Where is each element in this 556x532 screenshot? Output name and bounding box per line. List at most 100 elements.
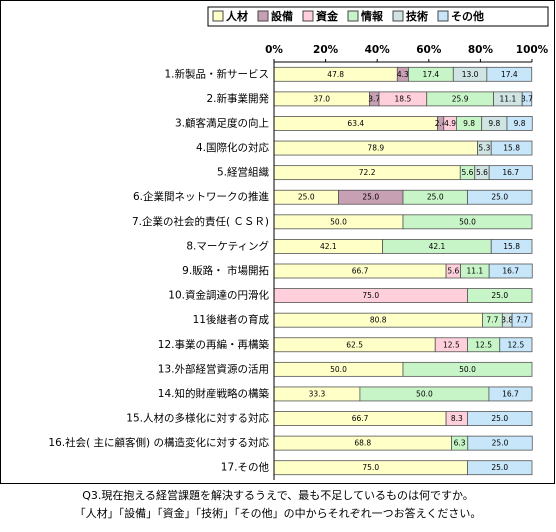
value-label: 11.1 (467, 267, 484, 276)
value-label: 5.6 (462, 168, 474, 177)
legend-swatch (392, 10, 404, 22)
bar-segment (486, 66, 533, 82)
value-label: 16.7 (502, 168, 519, 177)
legend-swatch (212, 10, 224, 22)
category-label: 11後継者の育成 (193, 313, 270, 326)
bar-segment (467, 288, 533, 303)
value-label: 50.0 (416, 389, 433, 398)
bar-segment (499, 337, 533, 353)
value-label: 12.5 (475, 340, 492, 349)
x-tick-label: 60% (416, 44, 442, 56)
value-label: 25.0 (491, 291, 508, 300)
category-label: 16.社会( 主に顧客側) の構造変化に対する対応 (48, 436, 269, 449)
value-label: 3.7 (521, 94, 533, 103)
category-label: 15.人材の多様化に対する対応 (126, 412, 269, 425)
value-label: 12.5 (508, 340, 525, 349)
value-label: 66.7 (352, 267, 369, 276)
value-label: 50.0 (330, 217, 347, 226)
value-label: 47.8 (327, 70, 344, 79)
x-tick-label: 100% (516, 44, 549, 56)
value-label: 50.0 (459, 365, 476, 374)
bar-segment (467, 411, 533, 426)
value-label: 16.7 (502, 389, 519, 398)
category-label: 2.新事業開発 (206, 92, 269, 105)
bar-segment (402, 214, 533, 230)
value-label: 8.3 (451, 414, 463, 423)
bar-segment (402, 361, 533, 377)
value-label: 75.0 (362, 291, 379, 300)
value-label: 75.0 (362, 463, 379, 472)
value-label: 5.6 (447, 267, 459, 276)
bar-segment (467, 435, 533, 451)
category-label: 8.マーケティング (186, 239, 269, 252)
bar-segment (511, 312, 533, 328)
value-label: 15.8 (503, 144, 520, 153)
legend-label: 設備 (271, 9, 293, 23)
legend-label: 資金 (316, 9, 339, 23)
value-label: 33.3 (309, 389, 326, 398)
value-label: 50.0 (330, 365, 347, 374)
bar-segment (490, 140, 533, 156)
legend-label: その他 (451, 9, 484, 23)
bar-segment (490, 239, 533, 254)
value-label: 80.8 (370, 316, 387, 325)
value-label: 25.0 (491, 463, 508, 472)
value-label: 66.7 (352, 414, 369, 423)
x-tick-label: 80% (468, 44, 494, 56)
value-label: 25.0 (491, 193, 508, 202)
value-label: 25.9 (452, 94, 469, 103)
value-label: 13.0 (462, 70, 479, 79)
x-tick-label: 40% (365, 44, 391, 56)
value-label: 17.4 (423, 70, 440, 79)
bar-segment (506, 116, 533, 131)
value-label: 7.7 (486, 316, 498, 325)
category-label: 1.新製品・新サービス (164, 67, 269, 80)
category-label: 14.知的財産戦略の構築 (158, 387, 270, 400)
value-label: 68.8 (354, 439, 371, 448)
value-label: 63.4 (347, 119, 364, 128)
value-label: 12.5 (443, 340, 460, 349)
category-label: 9.販路・ 市場開拓 (182, 264, 269, 277)
value-label: 78.9 (367, 144, 384, 153)
value-label: 15.8 (503, 242, 520, 251)
value-label: 62.5 (346, 340, 363, 349)
legend (207, 6, 549, 27)
footnote: 「人材」「設備」「資金」「技術」「その他」の中からそれぞれ一つお答えください。 (75, 506, 482, 520)
value-label: 5.3 (478, 144, 490, 153)
legend-label: 人材 (226, 9, 248, 23)
category-label: 17.その他 (221, 461, 270, 474)
value-label: 25.0 (362, 193, 379, 202)
value-label: 72.2 (359, 168, 376, 177)
bar-segment (521, 91, 533, 107)
value-label: 7.7 (516, 316, 528, 325)
value-label: 25.0 (298, 193, 315, 202)
value-label: 11.1 (500, 94, 517, 103)
value-label: 42.1 (320, 242, 337, 251)
category-label: 6.企業間ネットワークの推進 (133, 190, 270, 203)
value-label: 9.8 (488, 119, 500, 128)
footnote: Q3.現在抱える経営課題を解決するうえで、最も不足しているものは何ですか。 (82, 488, 474, 502)
bar-segment (488, 165, 533, 181)
legend-label: 技術 (406, 9, 428, 23)
bar-segment (467, 189, 533, 205)
value-label: 4.3 (397, 70, 409, 79)
value-label: 6.3 (454, 439, 466, 448)
legend-swatch (302, 10, 314, 22)
value-label: 18.5 (395, 94, 412, 103)
bar-segment (488, 263, 533, 279)
value-label: 4.9 (444, 119, 456, 128)
category-label: 13.外部経営資源の活用 (158, 362, 269, 375)
value-label: 50.0 (459, 217, 476, 226)
value-label: 42.1 (429, 242, 446, 251)
value-label: 16.7 (502, 267, 519, 276)
value-label: 9.8 (514, 119, 526, 128)
bar-segment (488, 386, 533, 402)
category-label: 12.事業の再編・再構築 (158, 338, 270, 351)
category-label: 7.企業の社会的責任( ＣＳＲ) (132, 215, 269, 228)
x-tick-label: 20% (313, 44, 339, 56)
value-label: 3.7 (368, 94, 380, 103)
value-label: 25.0 (427, 193, 444, 202)
value-label: 9.8 (463, 119, 475, 128)
legend-swatch (347, 10, 359, 22)
